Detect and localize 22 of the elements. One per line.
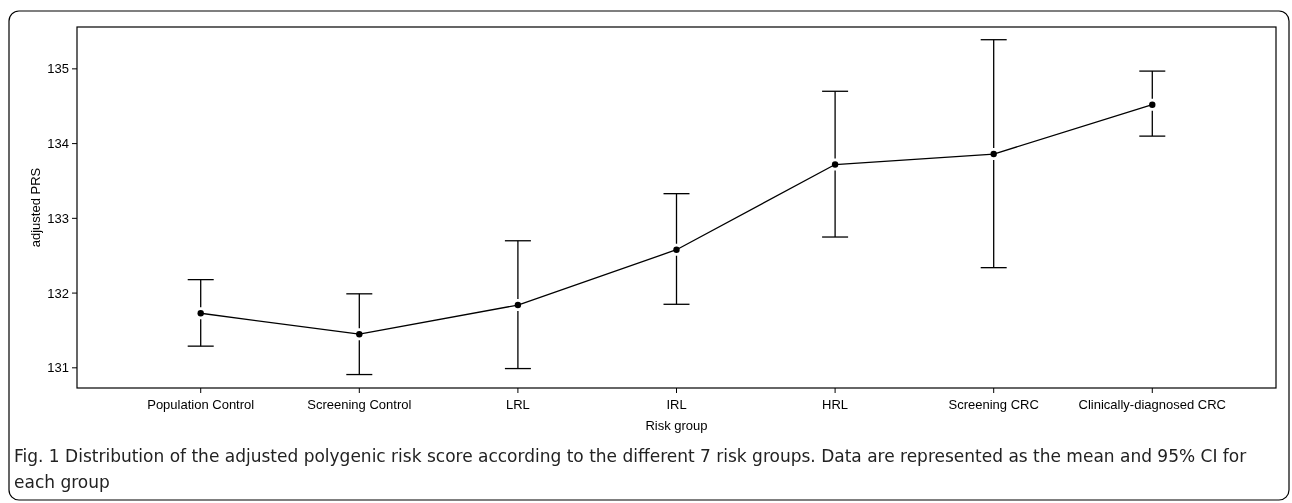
x-tick-label: Clinically-diagnosed CRC — [1078, 397, 1226, 412]
y-tick-label: 132 — [47, 285, 69, 301]
point — [990, 150, 997, 158]
x-tick-label: HRL — [822, 397, 849, 412]
y-tick-label: 131 — [47, 360, 69, 376]
y-tick-label: 133 — [47, 210, 69, 226]
x-tick-label: Screening CRC — [948, 397, 1039, 412]
x-tick-label: LRL — [505, 397, 530, 412]
point — [514, 301, 522, 309]
x-tick-label: Population Control — [147, 397, 255, 412]
x-tick-label: IRL — [666, 397, 687, 412]
point — [356, 330, 363, 338]
x-axis-title: Risk group — [645, 418, 708, 433]
point — [831, 161, 839, 168]
point — [197, 310, 204, 317]
x-tick-label: Screening Control — [307, 397, 412, 412]
point — [673, 246, 680, 253]
y-tick-label: 135 — [47, 61, 69, 77]
caption: Fig. 1 Distribution of the adjusted polygenic risk score according to the different 7 risk groups. Data are represented as the mean and 95% CI for each group — [14, 445, 1248, 494]
y-axis-title: adjusted PRS — [28, 167, 43, 248]
y-tick-label: 134 — [47, 136, 69, 152]
point — [1149, 101, 1156, 108]
